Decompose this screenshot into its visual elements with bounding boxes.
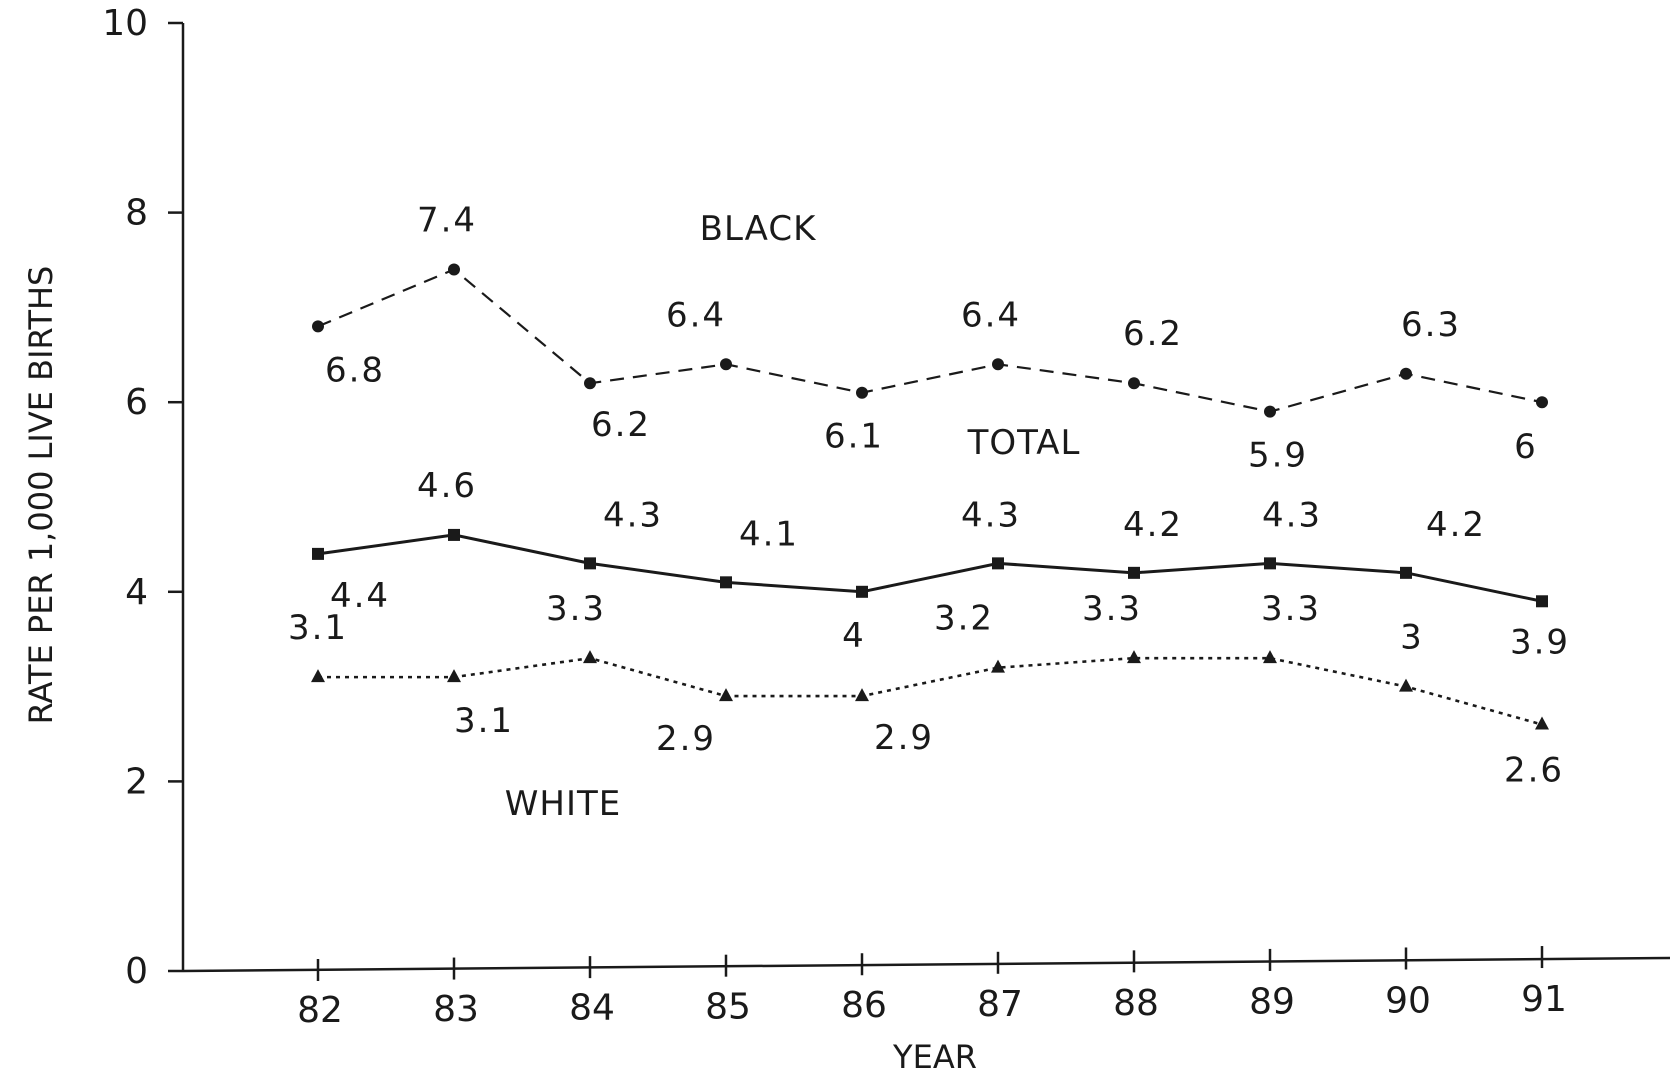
- series-names: BLACK TOTAL WHITE: [505, 209, 1081, 824]
- total-point: [1536, 595, 1548, 608]
- white-data-label: 3.1: [454, 701, 514, 741]
- black-data-label: 6.4: [666, 295, 726, 335]
- white-data-label: 3.3: [546, 589, 606, 629]
- black-data-label: 6.4: [961, 295, 1021, 335]
- y-axis-title: RATE PER 1,000 LIVE BIRTHS: [22, 266, 60, 725]
- white-point: [1399, 678, 1413, 692]
- white-point: [1535, 716, 1549, 730]
- y-tick-label: 8: [125, 193, 148, 234]
- total-point: [448, 528, 460, 541]
- black-data-label: 6.3: [1401, 305, 1461, 345]
- black-data-label: 6.8: [325, 350, 385, 390]
- white-point: [447, 669, 461, 683]
- y-tick-label: 10: [102, 3, 148, 44]
- y-tick-label: 2: [125, 761, 148, 802]
- black-point: [1400, 367, 1412, 380]
- white-data-label: 2.9: [874, 718, 934, 758]
- series-name-total: TOTAL: [967, 423, 1081, 463]
- black-series-line: [317, 268, 1543, 413]
- x-axis-line: [182, 956, 1671, 973]
- black-point: [992, 358, 1004, 371]
- total-data-label: 4.1: [739, 514, 799, 554]
- black-point: [1264, 405, 1276, 418]
- white-data-label: 3.3: [1082, 589, 1142, 629]
- series-total: [312, 528, 1548, 608]
- x-tick-label: 88: [1113, 983, 1159, 1024]
- white-point: [991, 659, 1005, 673]
- white-point: [855, 688, 869, 702]
- white-data-label: 2.6: [1504, 751, 1564, 791]
- white-data-label: 3: [1400, 618, 1424, 658]
- series-black: [312, 263, 1548, 418]
- total-data-label: 4.2: [1426, 505, 1486, 545]
- x-axis-title: YEAR: [892, 1038, 977, 1074]
- total-data-label: 3.9: [1510, 622, 1570, 662]
- white-data-label: 3.3: [1261, 589, 1321, 629]
- total-data-label: 4.3: [961, 495, 1021, 535]
- white-point: [311, 669, 325, 683]
- black-data-label: 6.2: [591, 405, 651, 445]
- total-data-label: 4.6: [417, 466, 477, 506]
- total-point: [584, 557, 596, 570]
- black-point: [856, 386, 868, 399]
- total-data-label: 4.2: [1123, 505, 1183, 545]
- y-tick-label: 6: [125, 382, 148, 423]
- black-data-label: 5.9: [1248, 436, 1308, 476]
- series-name-black: BLACK: [700, 209, 817, 249]
- total-point: [1400, 566, 1412, 579]
- black-data-label: 6.1: [824, 417, 884, 457]
- black-point: [584, 377, 596, 390]
- black-point: [448, 263, 460, 276]
- white-data-label: 2.9: [656, 719, 716, 759]
- total-data-label: 4: [842, 616, 866, 656]
- white-point: [1263, 650, 1277, 664]
- black-point: [312, 320, 324, 333]
- y-tick-label: 0: [125, 951, 148, 992]
- black-point: [1536, 396, 1548, 409]
- series-name-white: WHITE: [505, 784, 621, 824]
- x-tick-label: 82: [297, 990, 343, 1031]
- total-point: [1128, 566, 1140, 579]
- total-point: [720, 576, 732, 589]
- axes: [181, 23, 1671, 973]
- black-point: [1128, 377, 1140, 390]
- total-point: [312, 547, 324, 560]
- y-ticks: 0 2 4 6 8 10: [102, 3, 183, 992]
- black-data-label: 6: [1514, 427, 1538, 467]
- x-ticks: 82 83 84 85 86 87 88 89 90 91: [297, 946, 1567, 1031]
- series-white: [311, 650, 1549, 730]
- white-point: [719, 688, 733, 702]
- white-data-label: 3.2: [934, 599, 994, 639]
- white-point: [1127, 650, 1141, 664]
- white-point: [583, 650, 597, 664]
- total-data-label: 4.3: [603, 495, 663, 535]
- total-series-line: [317, 533, 1543, 603]
- total-data-label: 4.3: [1262, 495, 1322, 535]
- data-labels: 6.8 7.4 6.2 6.4 6.1 6.4 6.2 5.9 6.3 6 4.4 4.6 4.3 4.1…: [288, 200, 1570, 791]
- x-tick-label: 89: [1249, 982, 1295, 1023]
- total-point: [992, 557, 1004, 570]
- x-tick-label: 85: [705, 986, 751, 1027]
- white-data-label: 3.1: [288, 608, 348, 648]
- black-data-label: 7.4: [417, 200, 477, 240]
- total-point: [1264, 557, 1276, 570]
- x-tick-label: 84: [569, 988, 615, 1029]
- x-tick-label: 86: [841, 985, 887, 1026]
- black-data-label: 6.2: [1123, 314, 1183, 354]
- y-tick-label: 4: [125, 572, 148, 613]
- x-tick-label: 83: [433, 989, 479, 1030]
- total-point: [856, 585, 868, 598]
- series-layer: [311, 263, 1549, 730]
- black-point: [720, 358, 732, 371]
- x-tick-label: 91: [1521, 979, 1567, 1020]
- total-data-label: 4.4: [330, 576, 390, 616]
- x-tick-label: 90: [1385, 980, 1431, 1021]
- x-tick-label: 87: [977, 984, 1023, 1025]
